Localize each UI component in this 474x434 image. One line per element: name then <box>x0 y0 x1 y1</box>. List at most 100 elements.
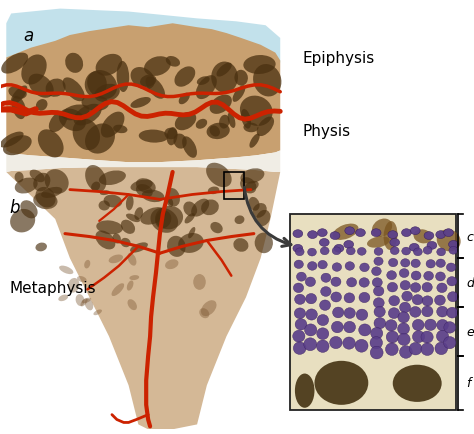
Ellipse shape <box>166 128 177 146</box>
Ellipse shape <box>10 210 35 233</box>
Ellipse shape <box>166 189 180 207</box>
Ellipse shape <box>294 260 303 269</box>
Ellipse shape <box>319 239 329 247</box>
Ellipse shape <box>426 260 436 268</box>
Ellipse shape <box>294 295 305 305</box>
Ellipse shape <box>234 71 248 86</box>
Ellipse shape <box>333 224 358 240</box>
Ellipse shape <box>59 266 73 274</box>
Ellipse shape <box>422 283 432 293</box>
Ellipse shape <box>390 247 399 255</box>
Ellipse shape <box>120 238 130 248</box>
Ellipse shape <box>256 210 270 227</box>
Ellipse shape <box>436 231 446 239</box>
Ellipse shape <box>210 126 220 137</box>
Ellipse shape <box>49 112 67 133</box>
Ellipse shape <box>21 55 46 85</box>
Ellipse shape <box>59 109 86 132</box>
Polygon shape <box>6 151 280 173</box>
Ellipse shape <box>411 271 421 280</box>
Ellipse shape <box>388 231 398 239</box>
Ellipse shape <box>374 286 384 296</box>
Ellipse shape <box>196 119 207 129</box>
Ellipse shape <box>304 338 317 351</box>
Ellipse shape <box>240 169 264 184</box>
Ellipse shape <box>423 247 432 255</box>
Ellipse shape <box>346 278 356 287</box>
Ellipse shape <box>412 319 424 331</box>
Ellipse shape <box>84 260 90 269</box>
Ellipse shape <box>320 247 329 255</box>
Ellipse shape <box>130 243 148 253</box>
Ellipse shape <box>81 299 88 307</box>
Ellipse shape <box>58 295 68 302</box>
Ellipse shape <box>293 283 304 293</box>
Ellipse shape <box>255 233 273 253</box>
Ellipse shape <box>1 53 28 74</box>
Ellipse shape <box>28 75 54 99</box>
Ellipse shape <box>179 93 190 105</box>
Ellipse shape <box>437 330 448 342</box>
Ellipse shape <box>109 255 123 263</box>
Ellipse shape <box>85 166 106 193</box>
Ellipse shape <box>173 134 187 149</box>
Ellipse shape <box>448 241 458 249</box>
Ellipse shape <box>62 105 90 121</box>
Polygon shape <box>6 168 280 429</box>
Ellipse shape <box>196 76 217 100</box>
Ellipse shape <box>318 261 327 269</box>
Ellipse shape <box>113 125 128 134</box>
Ellipse shape <box>82 95 109 112</box>
Text: e: e <box>466 325 474 338</box>
Ellipse shape <box>344 308 356 319</box>
Ellipse shape <box>164 128 177 140</box>
Ellipse shape <box>33 193 57 210</box>
Text: f: f <box>466 376 471 389</box>
Ellipse shape <box>444 322 456 333</box>
Ellipse shape <box>398 323 410 335</box>
Ellipse shape <box>295 248 304 256</box>
Ellipse shape <box>304 324 317 336</box>
Ellipse shape <box>388 308 400 319</box>
Text: a: a <box>23 27 33 45</box>
Ellipse shape <box>295 374 314 408</box>
Ellipse shape <box>85 72 107 98</box>
Ellipse shape <box>128 253 137 266</box>
Ellipse shape <box>134 208 143 220</box>
Ellipse shape <box>296 273 306 282</box>
Ellipse shape <box>175 112 196 131</box>
Ellipse shape <box>317 328 329 340</box>
Ellipse shape <box>390 239 400 247</box>
Ellipse shape <box>389 259 398 267</box>
Ellipse shape <box>41 187 63 198</box>
Text: Epiphysis: Epiphysis <box>303 51 375 66</box>
Ellipse shape <box>166 197 173 207</box>
Ellipse shape <box>435 342 447 355</box>
Ellipse shape <box>128 299 137 310</box>
Ellipse shape <box>447 263 456 272</box>
Ellipse shape <box>371 229 381 237</box>
Ellipse shape <box>409 343 422 355</box>
Ellipse shape <box>449 247 458 255</box>
Ellipse shape <box>329 337 342 349</box>
Ellipse shape <box>374 257 383 266</box>
Ellipse shape <box>15 172 24 183</box>
Ellipse shape <box>36 100 47 112</box>
Ellipse shape <box>400 302 410 313</box>
Ellipse shape <box>422 306 433 317</box>
Ellipse shape <box>63 78 85 102</box>
Ellipse shape <box>398 333 410 345</box>
Ellipse shape <box>401 259 410 267</box>
Ellipse shape <box>370 346 383 359</box>
Ellipse shape <box>410 227 420 235</box>
Ellipse shape <box>142 190 164 203</box>
Ellipse shape <box>240 96 273 127</box>
Ellipse shape <box>75 295 84 306</box>
Ellipse shape <box>411 260 420 268</box>
Ellipse shape <box>331 322 343 333</box>
Ellipse shape <box>87 71 117 100</box>
Ellipse shape <box>410 283 421 293</box>
Ellipse shape <box>385 343 398 355</box>
Ellipse shape <box>436 272 446 281</box>
Ellipse shape <box>346 247 355 255</box>
